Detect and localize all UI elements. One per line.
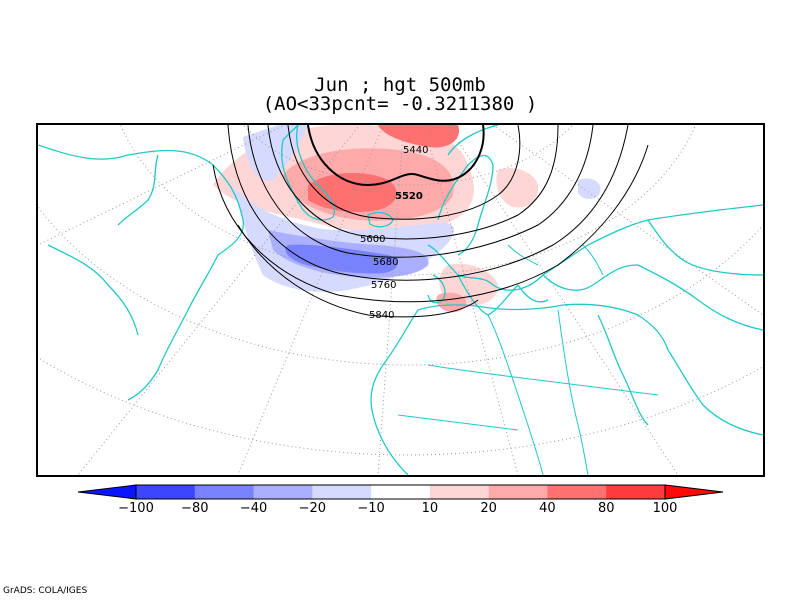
negative-anomaly-shading [233,125,601,292]
contour-5600 [287,125,521,220]
colorbar-segment [194,485,255,499]
height-contours [212,125,649,318]
colorbar-tick-label: −40 [239,501,268,516]
colorbar-left-arrow [78,485,136,499]
contour-5680 [267,125,559,240]
colorbar-segment [547,485,607,499]
colorbar-segment [136,485,196,499]
contour-5520 [307,125,485,187]
colorbar-segment [253,485,313,499]
colorbar-segment [371,485,431,499]
contour-label-5760: 5760 [371,280,396,291]
contour-label-5600: 5600 [360,234,385,245]
colorbar-segment [488,485,548,499]
colorbar-tick-label: 10 [421,501,439,516]
contour-label-group: 5440 5520 5600 5680 5760 5840 [360,145,428,321]
colorbar-segment [312,485,372,499]
colorbar-tick-label: 40 [539,501,556,516]
contour-label-5840: 5840 [369,310,394,321]
contour-5840 [227,125,629,281]
map-canvas: 5440 5520 5600 5680 5760 5840 [38,125,763,475]
colorbar-segment [606,485,666,499]
colorbar-tick-label: 100 [652,501,678,516]
graticule [38,125,763,475]
colorbar-right-arrow [665,485,723,499]
contour-5900b [237,224,479,318]
colorbar-tick-label: −100 [118,501,154,516]
coastlines [38,125,763,475]
chart-title: Jun ; hgt 500mb [314,74,486,96]
contour-5760 [247,125,594,258]
chart-subtitle: (AO<33pcnt= -0.3211380 ) [262,93,538,115]
contour-label-5680: 5680 [373,257,398,268]
contour-5900a [212,144,649,303]
colorbar-tick-label: −20 [298,501,327,516]
colorbar-segment [429,485,490,499]
credit-text: GrADS: COLA/IGES [3,586,88,596]
colorbar-segments [78,485,723,499]
colorbar-tick-label: 80 [597,501,615,516]
colorbar-tick-label: −80 [181,501,209,516]
map-panel: 5440 5520 5600 5680 5760 5840 [36,123,765,477]
contour-label-5520: 5520 [395,191,423,202]
colorbar-tick-label: −10 [357,501,385,516]
colorbar [77,484,724,504]
colorbar-tick-label: 20 [480,501,497,516]
contour-label-5440: 5440 [403,145,428,156]
